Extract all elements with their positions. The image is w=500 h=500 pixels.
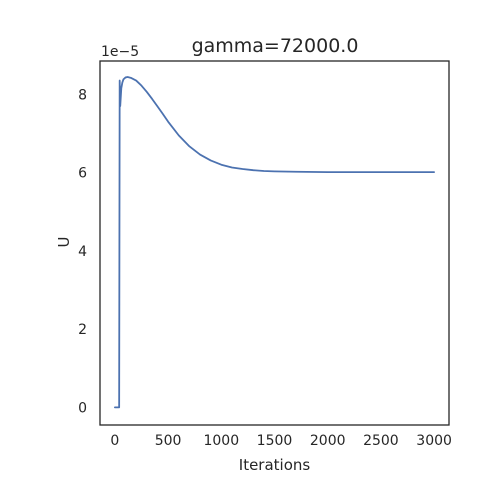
y-tick-label: 8 xyxy=(78,87,87,103)
y-tick-label: 2 xyxy=(78,322,87,338)
x-tick-label: 1500 xyxy=(257,433,293,449)
x-tick-label: 2500 xyxy=(363,433,399,449)
plot-frame xyxy=(99,60,450,426)
x-tick-label: 500 xyxy=(155,433,182,449)
x-axis: 0 500 1000 1500 2000 2500 3000 xyxy=(110,433,451,449)
x-tick-label: 1000 xyxy=(203,433,239,449)
series-line-0 xyxy=(114,76,435,409)
y-axis: 0 2 4 6 8 xyxy=(78,87,87,416)
y-axis-label: U xyxy=(55,237,73,248)
x-axis-label: Iterations xyxy=(239,456,311,474)
x-tick-label: 3000 xyxy=(416,433,452,449)
y-axis-offset-label: 1e−5 xyxy=(101,44,139,60)
y-tick-label: 0 xyxy=(78,400,87,416)
x-tick-label: 0 xyxy=(110,433,119,449)
x-tick-label: 2000 xyxy=(310,433,346,449)
y-tick-label: 6 xyxy=(78,166,87,182)
plot-area xyxy=(99,60,450,426)
chart-title: gamma=72000.0 xyxy=(192,35,359,57)
y-tick-label: 4 xyxy=(78,244,87,260)
